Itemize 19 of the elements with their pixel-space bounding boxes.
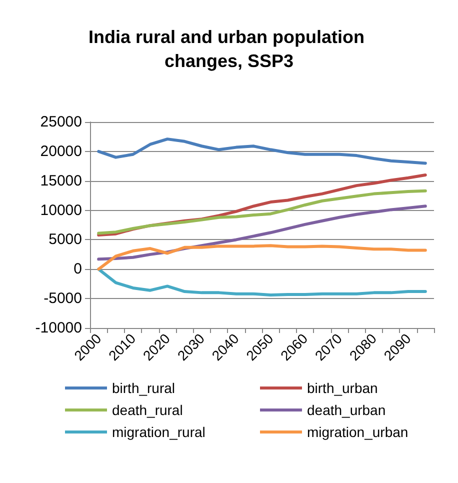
line-series bbox=[97, 268, 427, 297]
legend-label: migration_urban bbox=[307, 424, 408, 440]
y-tick-label: 20000 bbox=[40, 142, 82, 160]
y-tick-label: 0 bbox=[74, 260, 82, 278]
legend-label: birth_rural bbox=[112, 380, 176, 396]
y-tick-label: 25000 bbox=[40, 114, 82, 130]
chart-title: India rural and urban population changes, SSP3 bbox=[88, 27, 370, 71]
legend-label: death_rural bbox=[112, 402, 183, 418]
line-series bbox=[97, 244, 427, 271]
y-tick-label: 15000 bbox=[40, 172, 82, 190]
line-series bbox=[97, 189, 427, 235]
y-tick-label: 10000 bbox=[40, 202, 82, 219]
y-tick-label: -5000 bbox=[44, 290, 82, 308]
legend-label: birth_urban bbox=[307, 380, 378, 396]
legend-label: death_urban bbox=[307, 402, 386, 418]
legend-label: migration_rural bbox=[112, 424, 206, 440]
y-tick-label: 5000 bbox=[48, 231, 82, 248]
y-tick-label: -10000 bbox=[35, 320, 82, 336]
line-series bbox=[97, 138, 427, 165]
